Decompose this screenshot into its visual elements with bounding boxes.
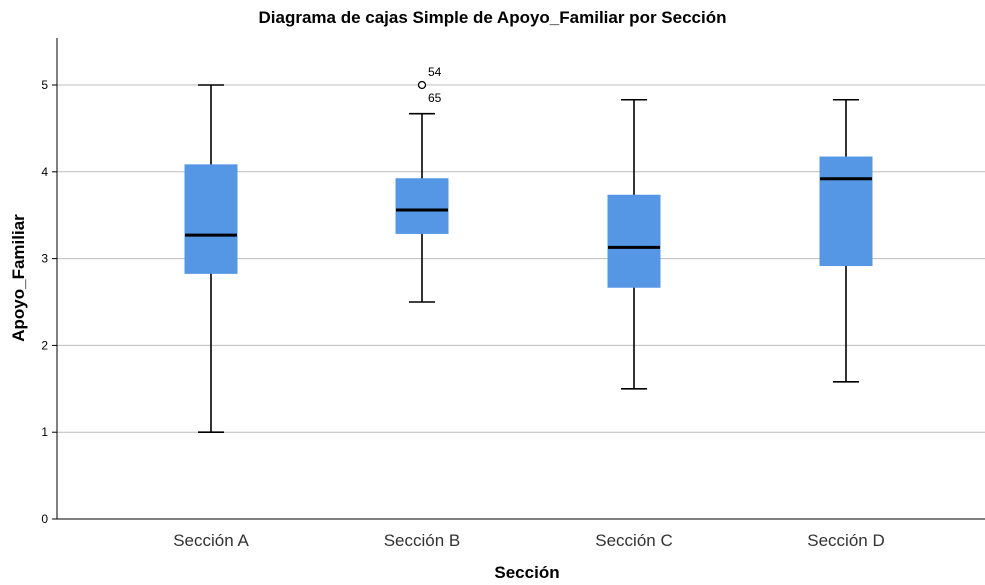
y-tick-label: 1: [41, 425, 48, 439]
outlier-label: 54: [428, 65, 442, 79]
x-axis-label: Sección: [494, 563, 559, 582]
boxes: 54 65: [184, 65, 873, 434]
box: [184, 164, 238, 274]
box: [395, 178, 449, 234]
axes: [56, 38, 985, 520]
box: [819, 156, 873, 267]
outlier-label: 65: [428, 91, 442, 105]
box: [607, 194, 661, 288]
y-tick-label: 2: [41, 338, 48, 352]
outlier-point: [417, 80, 427, 90]
y-tick-label: 3: [41, 252, 48, 266]
x-tick-label: Sección D: [807, 531, 884, 550]
y-tick-label: 4: [41, 165, 48, 179]
x-tick-label: Sección A: [173, 531, 249, 550]
y-tick-label: 0: [41, 512, 48, 526]
x-tick-label: Sección C: [595, 531, 672, 550]
y-tick-label: 5: [41, 78, 48, 92]
x-tick-labels: Sección A Sección B Sección C Sección D: [173, 531, 885, 550]
y-tick-labels: 0 1 2 3 4 5: [41, 78, 57, 526]
chart-title: Diagrama de cajas Simple de Apoyo_Famili…: [258, 8, 727, 27]
y-axis-label: Apoyo_Familiar: [9, 214, 28, 342]
x-tick-label: Sección B: [384, 531, 461, 550]
